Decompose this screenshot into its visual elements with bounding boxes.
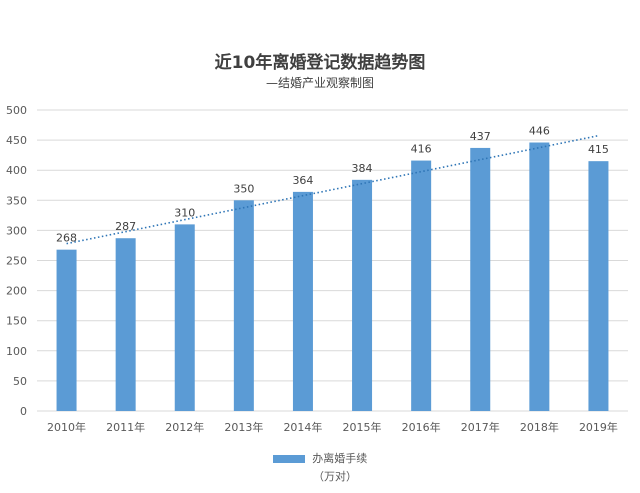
data-label-2014年: 364 — [292, 174, 313, 187]
legend-unit-label: （万对） — [313, 470, 357, 483]
data-labels: 268 287 310 350 364 384 416 437 446 415 — [56, 125, 609, 245]
data-label-2013年: 350 — [233, 182, 254, 195]
x-tick-label-2016年: 2016年 — [402, 420, 441, 434]
legend-swatch — [272, 455, 305, 463]
x-tick-label-2019年: 2019年 — [579, 420, 618, 434]
bar-2011年 — [115, 238, 136, 411]
legend-label: 办离婚手续 — [312, 452, 368, 465]
y-axis-ticks: 0 50 100 150 200 250 300 350 400 450 500 — [6, 104, 27, 418]
data-label-2010年: 268 — [56, 232, 77, 245]
data-label-2011年: 287 — [115, 220, 136, 233]
data-label-2015年: 384 — [352, 162, 373, 175]
data-label-2018年: 446 — [529, 125, 550, 138]
y-tick-label-100: 100 — [6, 345, 27, 358]
x-axis-ticks: 2010年 2011年 2012年 2013年 2014年 2015年 2016年 2017年… — [47, 420, 618, 434]
x-tick-label-2017年: 2017年 — [461, 420, 500, 434]
bar-2010年 — [56, 249, 77, 411]
y-tick-label-200: 200 — [6, 285, 27, 298]
chart-title: 近10年离婚登记数据趋势图 — [214, 53, 426, 73]
legend: 办离婚手续 （万对） — [0, 450, 640, 484]
bar-2018年 — [529, 142, 550, 411]
chart-subtitle: —结婚产业观察制图 — [265, 76, 374, 90]
data-label-2019年: 415 — [588, 143, 609, 156]
y-tick-label-400: 400 — [6, 164, 27, 177]
trendline — [66, 134, 599, 245]
bar-2017年 — [470, 147, 491, 411]
y-tick-label-500: 500 — [6, 104, 27, 117]
x-tick-label-2012年: 2012年 — [165, 420, 204, 434]
y-tick-label-250: 250 — [6, 255, 27, 268]
bar-2019年 — [588, 161, 609, 411]
data-label-2012年: 310 — [174, 206, 195, 219]
x-tick-label-2011年: 2011年 — [106, 420, 145, 434]
bars — [56, 142, 609, 411]
bar-2012年 — [174, 224, 195, 411]
x-tick-label-2014年: 2014年 — [283, 420, 322, 434]
trendline-line — [66, 134, 599, 245]
y-tick-label-300: 300 — [6, 224, 27, 237]
data-label-2017年: 437 — [470, 130, 491, 143]
y-tick-label-450: 450 — [6, 134, 27, 147]
x-tick-label-2010年: 2010年 — [47, 420, 86, 434]
bar-2013年 — [233, 200, 254, 411]
x-tick-label-2015年: 2015年 — [343, 420, 382, 434]
y-tick-label-50: 50 — [13, 375, 27, 388]
x-tick-label-2018年: 2018年 — [520, 420, 559, 434]
y-tick-label-350: 350 — [6, 194, 27, 207]
y-tick-label-0: 0 — [20, 405, 27, 418]
data-label-2016年: 416 — [411, 143, 432, 156]
bar-2015年 — [352, 179, 373, 411]
x-tick-label-2013年: 2013年 — [224, 420, 263, 434]
bar-2016年 — [411, 160, 432, 411]
bar-2014年 — [292, 191, 313, 411]
y-tick-label-150: 150 — [6, 315, 27, 328]
